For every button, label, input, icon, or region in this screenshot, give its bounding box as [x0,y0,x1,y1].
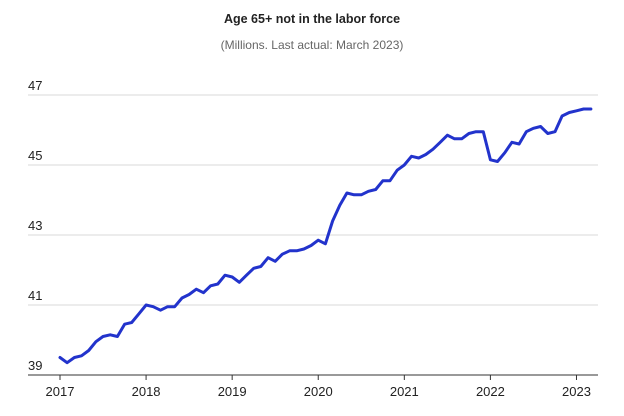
chart-title: Age 65+ not in the labor force [223,12,401,26]
x-tick-label: 2023 [562,384,591,399]
x-tick-label: 2019 [218,384,247,399]
y-tick-label: 39 [28,358,42,373]
series-line [58,107,593,365]
y-tick-label: 47 [28,78,42,93]
x-tick-label: 2022 [476,384,505,399]
x-tick-label: 2017 [46,384,75,399]
chart-subtitle: (Millions. Last actual: March 2023) [220,38,404,52]
x-tick-label: 2020 [304,384,333,399]
y-tick-label: 45 [28,148,42,163]
y-tick-label: 41 [28,288,42,303]
x-tick-label: 2018 [132,384,161,399]
x-tick-label: 2021 [390,384,419,399]
y-tick-label: 43 [28,218,42,233]
